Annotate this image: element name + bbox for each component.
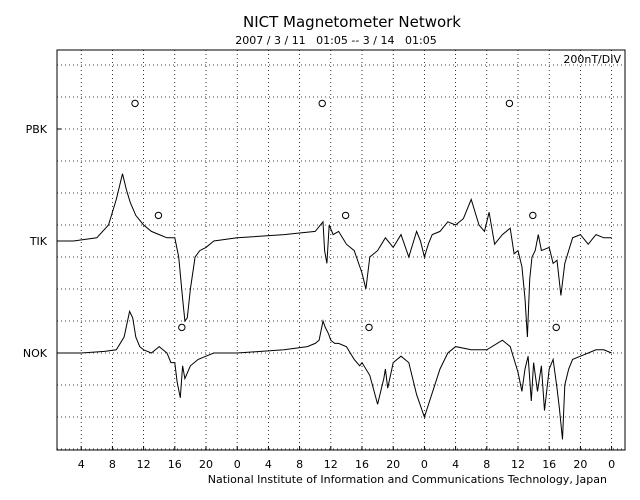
station-labels: PBK TIK NOK [23,123,61,360]
x-tick-label: 16 [355,458,369,471]
chart-subtitle: 2007 / 3 / 11 01:05 -- 3 / 14 01:05 [235,34,436,47]
x-tick-label: 16 [542,458,556,471]
x-tick-label: 16 [168,458,182,471]
station-label-tik: TIK [29,235,48,248]
x-tick-label: 0 [608,458,615,471]
noon-marker [552,323,560,332]
x-tick-label: 0 [234,458,241,471]
chart-title: NICT Magnetometer Network [243,13,461,31]
scale-label: 200nT/DIV [563,53,621,66]
x-tick-labels: 4 8 12 16 20 0 4 8 12 16 20 0 4 8 12 16 20 0 [78,446,615,471]
noon-marker [318,99,326,108]
x-tick-label: 20 [199,458,213,471]
x-tick-label: 12 [511,458,525,471]
plot-frame [56,49,626,451]
x-tick-label: 8 [483,458,490,471]
noon-marker [365,323,373,332]
noon-marker [131,99,139,108]
trace-nok [57,309,612,440]
x-tick-label: 20 [386,458,400,471]
noon-marker [529,211,537,220]
footer-credit: National Institute of Information and Co… [208,473,607,486]
x-tick-label: 8 [296,458,303,471]
x-tick-label: 12 [324,458,338,471]
station-label-nok: NOK [23,347,48,360]
x-tick-label: 4 [452,458,459,471]
grid [57,50,625,450]
noon-marker [178,323,186,332]
x-tick-label: 4 [265,458,272,471]
noon-marker [341,211,350,220]
x-tick-label: 0 [421,458,428,471]
x-tick-label: 20 [573,458,587,471]
noon-marker [505,99,514,108]
x-tick-label: 4 [78,458,85,471]
traces [57,173,612,440]
noon-markers [131,99,560,332]
x-tick-label: 8 [109,458,116,471]
x-tick-label: 12 [137,458,151,471]
station-label-pbk: PBK [26,123,48,136]
noon-marker [154,211,163,220]
trace-tik [57,173,612,338]
